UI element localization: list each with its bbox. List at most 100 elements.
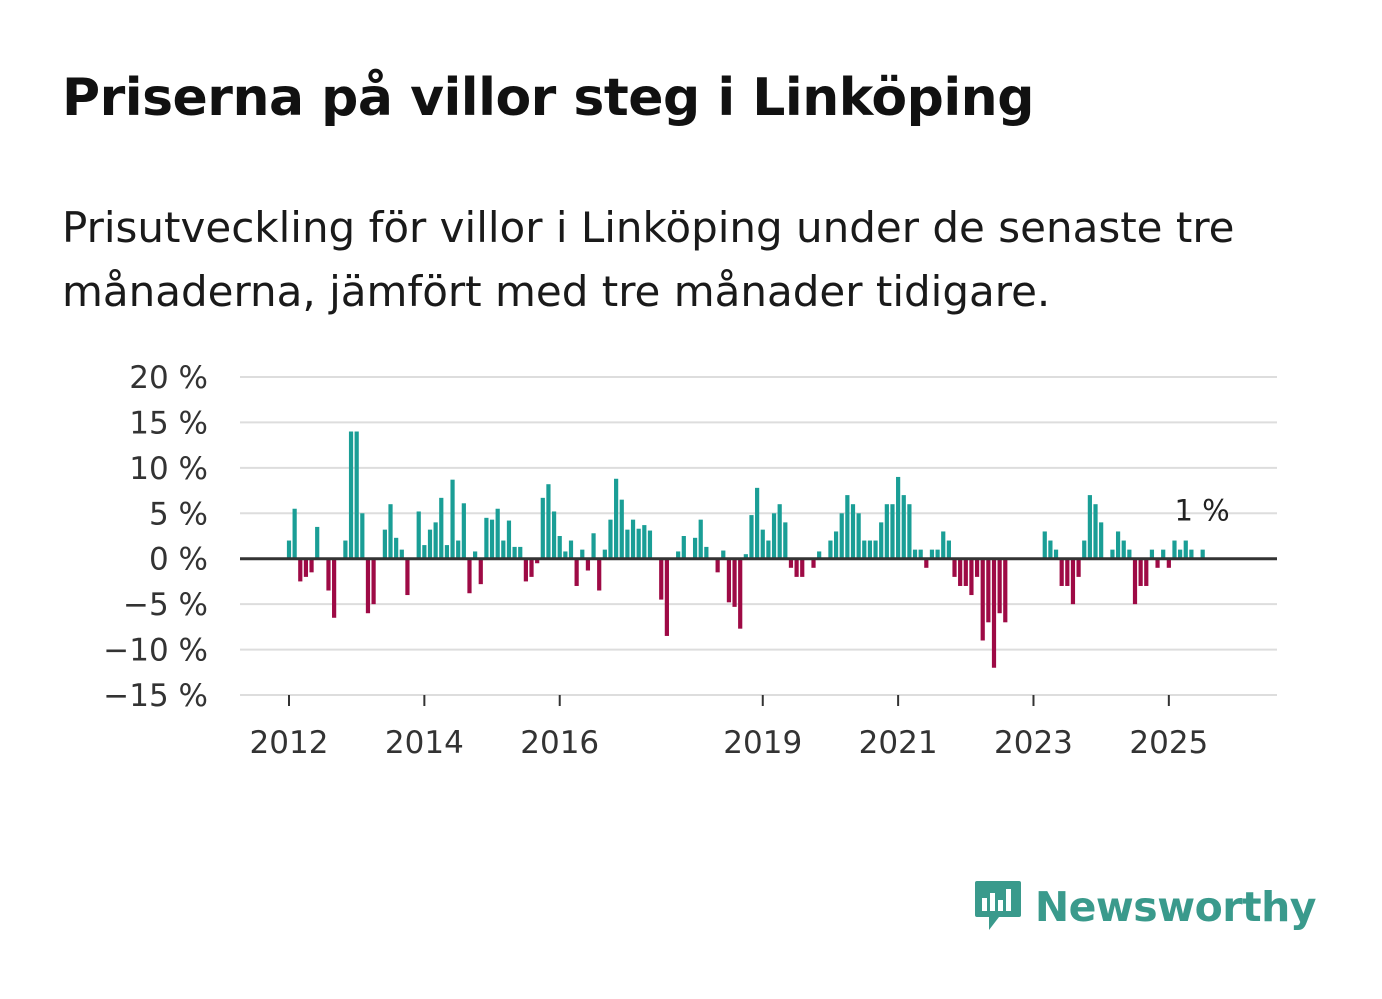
bar-negative — [969, 558, 974, 596]
bar-positive — [456, 540, 461, 559]
bar-negative — [574, 558, 579, 586]
last-value-label: 1 % — [1174, 494, 1229, 528]
bar-positive — [647, 530, 653, 559]
bar-positive — [422, 545, 427, 559]
y-tick-label: −5 % — [123, 587, 208, 623]
y-axis: 20 % 15 % 10 % 5 % 0 % −5 % −10 % −15 % — [103, 360, 208, 714]
bar-negative — [664, 558, 669, 636]
bar-negative — [467, 558, 472, 594]
bar-positive — [551, 511, 557, 559]
bar-positive — [777, 504, 782, 559]
bar-positive — [1082, 540, 1087, 559]
x-tick-label: 2025 — [1129, 725, 1208, 761]
bar-positive — [1115, 531, 1121, 559]
bar-positive — [850, 504, 856, 559]
bar-positive — [348, 431, 354, 559]
bar-positive — [388, 504, 393, 559]
bar-positive — [439, 497, 444, 559]
bar-negative — [811, 558, 816, 568]
bar-positive — [315, 526, 320, 559]
bar-positive — [890, 504, 895, 559]
bar-positive — [828, 540, 833, 559]
bar-negative — [1166, 558, 1171, 568]
bar-positive — [557, 536, 562, 559]
y-tick-label: −10 % — [103, 633, 208, 669]
bar-negative — [997, 558, 1002, 614]
bar-negative — [1076, 558, 1081, 577]
bar-negative — [732, 558, 737, 607]
bar-positive — [1121, 540, 1126, 559]
bar-positive — [879, 522, 884, 559]
y-tick-label: 10 % — [129, 451, 208, 487]
bar-positive — [901, 495, 906, 559]
bar-positive — [512, 546, 517, 559]
bar-positive — [1099, 522, 1104, 559]
bar-positive — [929, 549, 935, 559]
x-axis: 2012 2014 2016 2019 2021 2023 2025 — [250, 695, 1208, 761]
bar-positive — [839, 513, 844, 559]
bar-positive — [896, 476, 901, 559]
bar-negative — [478, 558, 483, 585]
bar-positive — [473, 551, 478, 559]
bar-positive — [783, 522, 788, 559]
bar-positive — [907, 504, 912, 559]
bar-positive — [427, 529, 433, 559]
bar-negative — [1138, 558, 1143, 586]
bar-positive — [354, 431, 359, 559]
bar-negative — [788, 558, 794, 568]
bar-negative — [326, 558, 331, 591]
bar-negative — [585, 558, 591, 571]
bar-positive — [692, 537, 698, 559]
y-tick-label: 15 % — [129, 405, 208, 441]
bar-positive — [941, 531, 946, 559]
bar-positive — [382, 529, 387, 559]
bar-negative — [974, 558, 980, 577]
bar-negative — [298, 558, 303, 582]
bar-positive — [563, 551, 568, 559]
bar-negative — [371, 558, 376, 605]
bar-negative — [800, 558, 805, 577]
brand-logo: Newsworthy — [973, 878, 1317, 936]
bar-positive — [681, 536, 686, 559]
bar-positive — [862, 540, 867, 559]
bar-positive — [873, 540, 878, 559]
bar-positive — [614, 478, 619, 559]
bar-negative — [523, 558, 528, 582]
bar-negative — [1132, 558, 1138, 605]
x-tick-label: 2014 — [385, 725, 464, 761]
bar-positive — [743, 554, 748, 559]
bar-positive — [1048, 540, 1053, 559]
bar-positive — [1178, 549, 1183, 559]
bar-positive — [1172, 540, 1177, 559]
bar-negative — [1155, 558, 1160, 568]
bar-positive — [591, 533, 596, 559]
bar-positive — [1042, 531, 1047, 559]
bar-positive — [343, 540, 348, 559]
bar-negative — [726, 558, 732, 603]
bar-positive — [698, 519, 703, 559]
bar-positive — [416, 511, 421, 559]
bar-positive — [286, 540, 292, 559]
bar-positive — [568, 540, 574, 559]
bar-positive — [704, 546, 709, 559]
x-tick-label: 2012 — [250, 725, 329, 761]
bar-positive — [1149, 549, 1155, 559]
bar-negative — [952, 558, 957, 577]
bar-positive — [1183, 540, 1188, 559]
bar-positive — [630, 519, 636, 559]
bar-negative — [738, 558, 743, 629]
bar-negative — [529, 558, 534, 577]
bar-positive — [856, 513, 861, 559]
bar-positive — [749, 515, 754, 559]
bar-positive — [760, 529, 765, 559]
newsworthy-logo-icon — [974, 881, 1021, 930]
bar-negative — [986, 558, 991, 623]
bar-positive — [433, 522, 438, 559]
bar-negative — [980, 558, 985, 641]
bar-positive — [1189, 549, 1194, 559]
bar-positive — [867, 540, 873, 559]
bar-positive — [501, 540, 506, 559]
bar-positive — [394, 537, 399, 559]
bar-positive — [1110, 549, 1115, 559]
